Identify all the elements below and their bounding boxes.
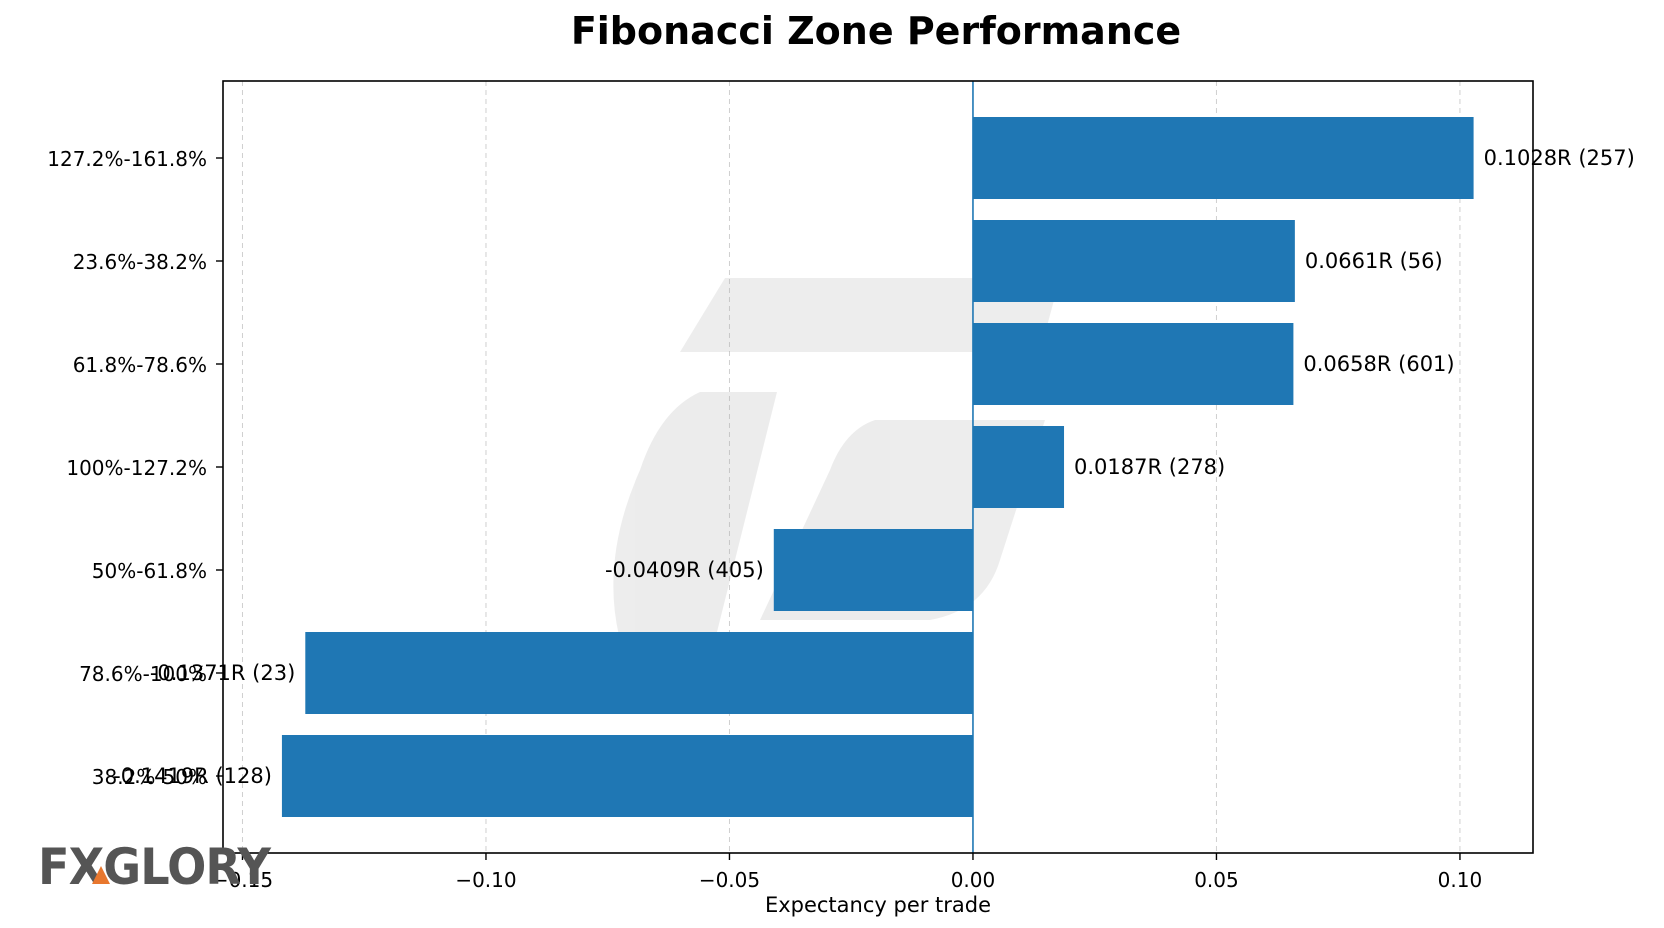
bar: [281, 735, 973, 817]
bar: [972, 426, 1065, 508]
x-tick-label: −0.05: [699, 868, 760, 892]
y-tick-label: 61.8%-78.6%: [73, 353, 207, 377]
data-labels: 0.1028R (257) 0.0661R (56) 0.0658R (601) 0.…: [113, 146, 1635, 788]
y-tick-label: 50%-61.8%: [92, 559, 207, 583]
fxglory-logo: FXGLORY: [38, 838, 273, 896]
data-label: -0.1419R (128): [113, 764, 272, 788]
x-tick-label: 0.10: [1438, 868, 1483, 892]
data-label: 0.1028R (257): [1484, 146, 1635, 170]
y-tick-label: 127.2%-161.8%: [47, 147, 207, 171]
logo-accent-icon: [92, 866, 110, 884]
chart-title: Fibonacci Zone Performance: [571, 9, 1181, 53]
data-label: 0.0658R (601): [1303, 352, 1454, 376]
x-tick-label: −0.15: [212, 868, 273, 892]
data-label: 0.0661R (56): [1305, 249, 1443, 273]
bar: [773, 529, 973, 611]
bar: [972, 323, 1294, 405]
y-tick-label: 38.2%-50%: [92, 765, 207, 789]
x-tick-label: −0.10: [455, 868, 516, 892]
bar: [305, 632, 973, 714]
y-tick-label: 100%-127.2%: [66, 456, 207, 480]
x-tick-label: 0.05: [1194, 868, 1239, 892]
data-label: 0.0187R (278): [1074, 455, 1225, 479]
data-label: -0.1371R (23): [150, 661, 295, 685]
bar: [972, 220, 1295, 302]
y-tick-label: 23.6%-38.2%: [73, 250, 207, 274]
data-label: -0.0409R (405): [605, 558, 764, 582]
logo-text: FXGLORY: [38, 838, 272, 896]
bars: [281, 117, 1474, 817]
y-tick-label: 78.6%-100%: [79, 662, 207, 686]
x-axis-label: Expectancy per trade: [765, 893, 991, 917]
bar: [972, 117, 1474, 199]
x-axis-ticks: −0.15 −0.10 −0.05 0.00 0.05 0.10: [212, 853, 1482, 892]
x-tick-label: 0.00: [951, 868, 996, 892]
y-axis-ticks: 127.2%-161.8% 23.6%-38.2% 61.8%-78.6% 100%-…: [47, 147, 223, 789]
